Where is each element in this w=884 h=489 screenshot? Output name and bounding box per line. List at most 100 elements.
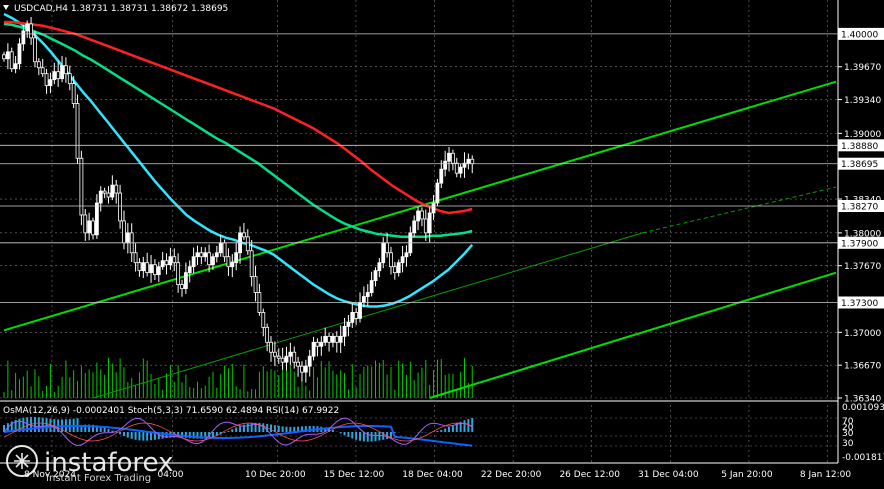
brand-tagline: Instant Forex Trading (46, 473, 151, 484)
candle-body (358, 302, 362, 319)
candle-body (272, 351, 277, 357)
candle-body (303, 365, 308, 373)
candle-body (323, 335, 328, 343)
price-tag (838, 296, 884, 309)
candle-body (296, 361, 301, 367)
candle-body (40, 67, 45, 75)
price-tag (838, 200, 884, 212)
candle-body (199, 252, 204, 258)
candle-body (17, 43, 22, 65)
candle-body (365, 292, 370, 297)
candle-body (60, 65, 64, 80)
x-tick-label: 18 Dec 04:00 (402, 470, 463, 480)
y-tick-label: 1.39000 (844, 130, 881, 140)
candle-body (350, 312, 355, 323)
candle-body (292, 351, 297, 363)
candle-body (83, 214, 88, 234)
y-tick-label: 1.38270 (841, 203, 878, 213)
candle-body (342, 325, 347, 337)
candle-body (253, 276, 258, 293)
brand-logo-spokes-icon (14, 453, 30, 469)
trend-line (642, 186, 837, 234)
collapse-arrow-icon[interactable] (3, 5, 9, 10)
candle-body (133, 252, 138, 264)
candle-body (137, 262, 142, 272)
candle-body (207, 252, 211, 266)
candle-body (156, 266, 161, 276)
candle-body (153, 264, 157, 276)
candle-body (288, 351, 293, 357)
x-tick-label: 26 Dec 12:00 (559, 470, 620, 480)
stoch-main-line (3, 417, 473, 447)
candle-body (234, 252, 239, 264)
x-tick-label: 04:00 (158, 470, 184, 480)
brand-logo-icon (6, 445, 38, 477)
candle-body (2, 54, 6, 60)
candle-body (269, 341, 273, 353)
candle-body (218, 242, 223, 254)
candle-body (191, 256, 196, 268)
indicator-label: OsMA(12,26,9) -0.0002401 Stoch(5,3,3) 71… (3, 406, 339, 416)
sma-red-line (4, 20, 473, 215)
stoch-signal-line (3, 422, 473, 442)
candle-body (160, 260, 165, 268)
candle-body (48, 79, 53, 87)
candle-body (125, 232, 130, 244)
sma-cyan-line (3, 12, 474, 308)
indicator-tick-label: -0.001817 (842, 453, 884, 463)
candle-body (458, 166, 463, 174)
candle-body (75, 103, 80, 159)
candle-body (94, 202, 99, 236)
candle-body (361, 296, 366, 303)
level-lines (0, 33, 838, 303)
candle-body (381, 242, 386, 264)
candle-body (36, 61, 41, 69)
y-tick-label: 1.37900 (841, 239, 878, 249)
candle-body (249, 250, 254, 278)
candle-body (276, 355, 281, 359)
y-tick-label: 1.39340 (844, 96, 881, 106)
price-tag (838, 139, 884, 152)
candle-body (102, 190, 107, 194)
candle-body (385, 242, 390, 254)
candle-body (180, 284, 184, 289)
candle-body (29, 23, 33, 39)
candle-body (52, 71, 57, 81)
candles (2, 16, 475, 383)
candle-body (431, 202, 436, 214)
candle-body (416, 210, 420, 222)
x-tick-label: 15 Dec 12:00 (324, 470, 385, 480)
trend-line (92, 232, 643, 399)
candle-body (373, 270, 378, 282)
candle-body (327, 335, 331, 343)
y-tick-label: 1.37300 (841, 299, 878, 309)
y-tick-label: 1.38880 (841, 142, 878, 152)
candle-body (354, 312, 359, 319)
candle-body (64, 65, 68, 75)
candle-body (443, 160, 448, 170)
candle-body (87, 220, 92, 234)
candle-body (164, 260, 169, 266)
rsi-line (3, 425, 473, 447)
candle-body (280, 357, 285, 363)
moving-averages (3, 12, 474, 308)
candle-body (447, 152, 451, 162)
candle-body (176, 262, 181, 285)
candle-body (427, 212, 432, 234)
candle-body (377, 262, 382, 272)
candle-body (5, 51, 10, 60)
candle-body (307, 355, 312, 367)
candle-body (435, 182, 440, 204)
y-tick-label: 1.37670 (844, 262, 881, 272)
candle-body (331, 335, 335, 343)
candle-body (454, 162, 459, 174)
y-tick-label: 1.38695 (841, 160, 878, 170)
candle-body (79, 157, 84, 216)
indicator-tick-label: 20 (842, 423, 854, 433)
y-tick-label: 1.37000 (844, 329, 881, 339)
indicator-tick-label: 30 (842, 439, 854, 449)
y-tick-label: 1.38000 (844, 229, 881, 239)
symbol-info: USDCAD,H4 1.38731 1.38731 1.38672 1.3869… (14, 4, 228, 14)
